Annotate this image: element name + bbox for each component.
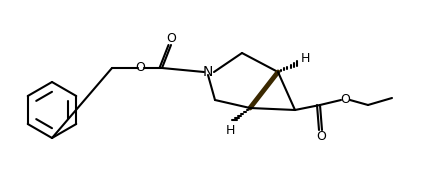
Text: O: O	[135, 61, 145, 75]
Text: H: H	[299, 52, 309, 66]
Text: O: O	[166, 33, 175, 45]
Text: N: N	[202, 65, 213, 79]
Text: O: O	[339, 93, 349, 107]
Text: O: O	[316, 130, 325, 142]
Text: H: H	[225, 123, 234, 137]
